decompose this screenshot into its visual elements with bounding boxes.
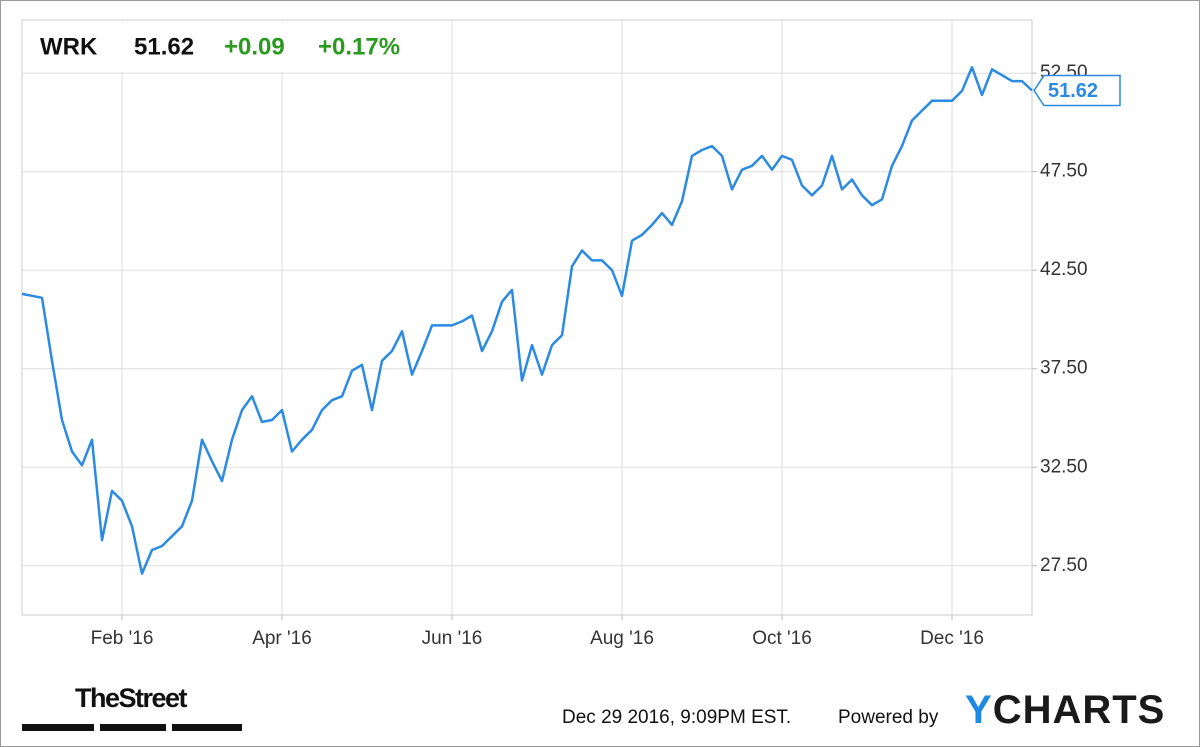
- brand-logo: YCHARTS: [965, 688, 1166, 732]
- price-callout: [1033, 74, 1121, 107]
- y-tick-label: 37.50: [1040, 358, 1088, 379]
- y-tick-label: 42.50: [1040, 259, 1088, 280]
- plot: [21, 66, 1033, 575]
- header-box: [24, 22, 444, 72]
- powered-by: Powered by: [838, 707, 939, 728]
- price-callout-label: 51.62: [1048, 80, 1098, 102]
- x-tick-label: Feb '16: [91, 628, 154, 649]
- x-tick-label: Aug '16: [590, 628, 654, 649]
- x-tick-label: Jun '16: [422, 628, 483, 649]
- x-tick-label: Apr '16: [252, 628, 312, 649]
- logo-bar: [22, 724, 94, 731]
- change: +0.09: [224, 33, 285, 60]
- price: 51.62: [134, 33, 194, 60]
- logo-bar: [100, 724, 166, 731]
- price-line: [21, 66, 1033, 575]
- y-tick-label: 27.50: [1040, 555, 1088, 576]
- source-logo: TheStreet: [75, 683, 188, 713]
- y-tick-label: 47.50: [1040, 161, 1088, 182]
- x-tick-label: Dec '16: [920, 628, 984, 649]
- ticker: WRK: [40, 33, 98, 60]
- logo-bar: [172, 724, 242, 731]
- grid: [22, 20, 1037, 620]
- plot-area: [21, 19, 1033, 616]
- y-tick-label: 32.50: [1040, 456, 1088, 477]
- timestamp: Dec 29 2016, 9:09PM EST.: [562, 707, 791, 728]
- change-percent: +0.17%: [318, 33, 400, 60]
- x-tick-label: Oct '16: [752, 628, 812, 649]
